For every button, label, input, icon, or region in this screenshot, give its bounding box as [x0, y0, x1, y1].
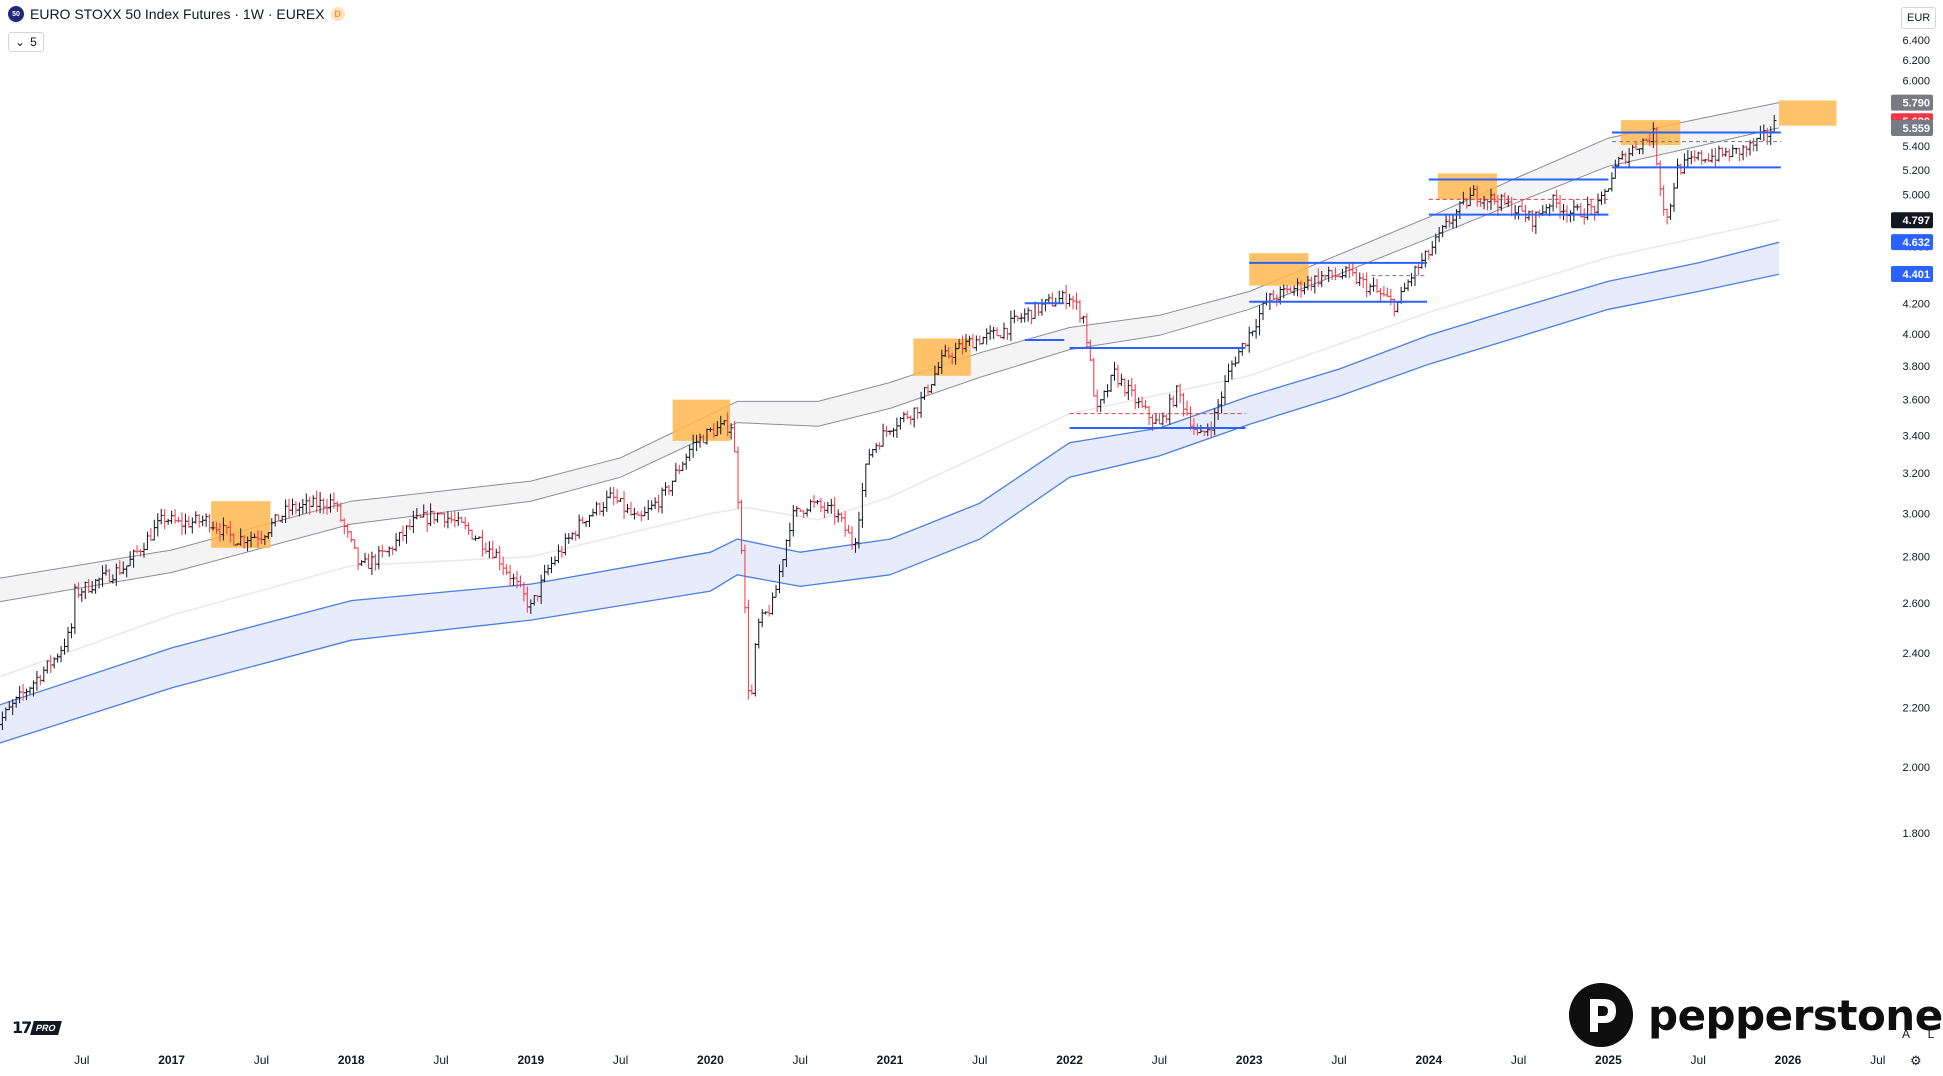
x-tick-label: Jul: [1691, 1053, 1706, 1067]
x-tick-label: Jul: [1511, 1053, 1526, 1067]
price-label-bg: [1891, 234, 1933, 251]
y-tick-label: 3.000: [1902, 509, 1930, 521]
indicators-toggle-button[interactable]: ⌄ 5: [8, 32, 44, 52]
indicator-count: 5: [30, 35, 37, 49]
y-tick-label: 6.200: [1902, 55, 1930, 67]
price-label-bg: [1891, 266, 1933, 283]
x-tick-label: Jul: [254, 1053, 269, 1067]
x-tick-label: 2021: [877, 1053, 904, 1067]
tradingview-logo[interactable]: 17 PRO: [12, 1018, 62, 1037]
price-label-text: 4.797: [1902, 215, 1930, 227]
x-tick-label: Jul: [793, 1053, 808, 1067]
price-label-bg: [1891, 94, 1933, 111]
gear-icon[interactable]: ⚙: [1910, 1053, 1922, 1068]
price-label: 4.632: [1891, 234, 1933, 251]
ema-band-fill: [0, 242, 1779, 743]
currency-button[interactable]: EUR: [1901, 7, 1937, 29]
x-axis: Jul 2017 Jul 2018 Jul 2019 Jul 2020 Jul 2021 Jul 20…: [74, 1053, 1885, 1067]
x-tick-label: 2020: [697, 1053, 724, 1067]
x-tick-label: 2018: [338, 1053, 365, 1067]
y-tick-label: 1.800: [1902, 828, 1930, 840]
x-tick-label: Jul: [972, 1053, 987, 1067]
chevron-down-icon: ⌄: [15, 35, 26, 49]
highlight-box: [1779, 100, 1837, 126]
plot-area: [0, 100, 1837, 744]
x-tick-label: 2023: [1236, 1053, 1263, 1067]
x-tick-label: 2017: [158, 1053, 185, 1067]
symbol-logo: 50: [8, 6, 24, 22]
y-tick-label: 5.000: [1902, 189, 1930, 201]
y-tick-label: 2.600: [1902, 598, 1930, 610]
pepperstone-logo: pepperstone: [1568, 982, 1943, 1048]
ohlc-bars: [0, 115, 1777, 731]
price-label: 5.790: [1891, 94, 1933, 111]
y-tick-label: 3.400: [1902, 430, 1930, 442]
price-label: 4.797: [1891, 212, 1933, 229]
price-label-bg: [1891, 212, 1933, 229]
x-tick-label: Jul: [433, 1053, 448, 1067]
price-label-text: 4.401: [1902, 269, 1930, 281]
y-tick-label: 2.400: [1902, 648, 1930, 660]
price-label-text: 5.790: [1902, 98, 1930, 110]
pepperstone-mark-icon: [1569, 983, 1633, 1047]
price-label: 5.559: [1891, 120, 1933, 137]
chart-header: 50 EURO STOXX 50 Index Futures · 1W · EU…: [8, 6, 345, 22]
y-tick-label: 3.200: [1902, 468, 1930, 480]
x-tick-label: Jul: [1152, 1053, 1167, 1067]
x-tick-label: Jul: [1331, 1053, 1346, 1067]
y-tick-label: 2.200: [1902, 702, 1930, 714]
y-tick-label: 5.400: [1902, 141, 1930, 153]
price-label: 4.401: [1891, 266, 1933, 283]
price-label-bg: [1891, 120, 1933, 137]
price-label-text: 4.632: [1902, 237, 1930, 249]
x-tick-label: 2022: [1056, 1053, 1083, 1067]
log-scale-button[interactable]: L: [1927, 1027, 1935, 1041]
highlight-box: [672, 399, 731, 441]
highlight-box: [1249, 253, 1309, 286]
x-tick-label: Jul: [613, 1053, 628, 1067]
symbol-title[interactable]: EURO STOXX 50 Index Futures · 1W · EUREX: [30, 6, 325, 22]
brand-name: pepperstone: [1648, 990, 1943, 1040]
auto-scale-button[interactable]: A: [1901, 1027, 1910, 1041]
ema-band-upper-line: [0, 241, 1780, 706]
y-tick-label: 4.200: [1902, 298, 1930, 310]
y-tick-label: 2.800: [1902, 552, 1930, 564]
moving-average-line: [0, 219, 1780, 678]
y-tick-label: 6.400: [1902, 35, 1930, 47]
data-delay-badge[interactable]: D: [330, 7, 345, 21]
x-tick-label: 2026: [1775, 1053, 1802, 1067]
highlight-box: [1437, 173, 1498, 200]
tv-logo-pro: PRO: [30, 1020, 62, 1035]
x-tick-label: Jul: [1870, 1053, 1885, 1067]
x-tick-label: 2024: [1415, 1053, 1442, 1067]
price-label-text: 5.559: [1902, 123, 1930, 135]
envelope-fill: [0, 102, 1779, 602]
y-tick-label: 3.600: [1902, 395, 1930, 407]
y-axis: 6.4006.2006.0005.8005.6005.4005.2005.000…: [1891, 35, 1933, 840]
tv-logo-mark: 17: [12, 1018, 32, 1037]
x-tick-label: 2019: [517, 1053, 544, 1067]
y-tick-label: 3.800: [1902, 361, 1930, 373]
y-tick-label: 5.200: [1902, 165, 1930, 177]
x-tick-label: 2025: [1595, 1053, 1622, 1067]
y-tick-label: 2.000: [1902, 762, 1930, 774]
x-tick-label: Jul: [74, 1053, 89, 1067]
y-tick-label: 4.000: [1902, 329, 1930, 341]
y-tick-label: 6.000: [1902, 75, 1930, 87]
envelope-lower-line: [0, 127, 1780, 603]
ema-band-lower-line: [0, 273, 1780, 744]
